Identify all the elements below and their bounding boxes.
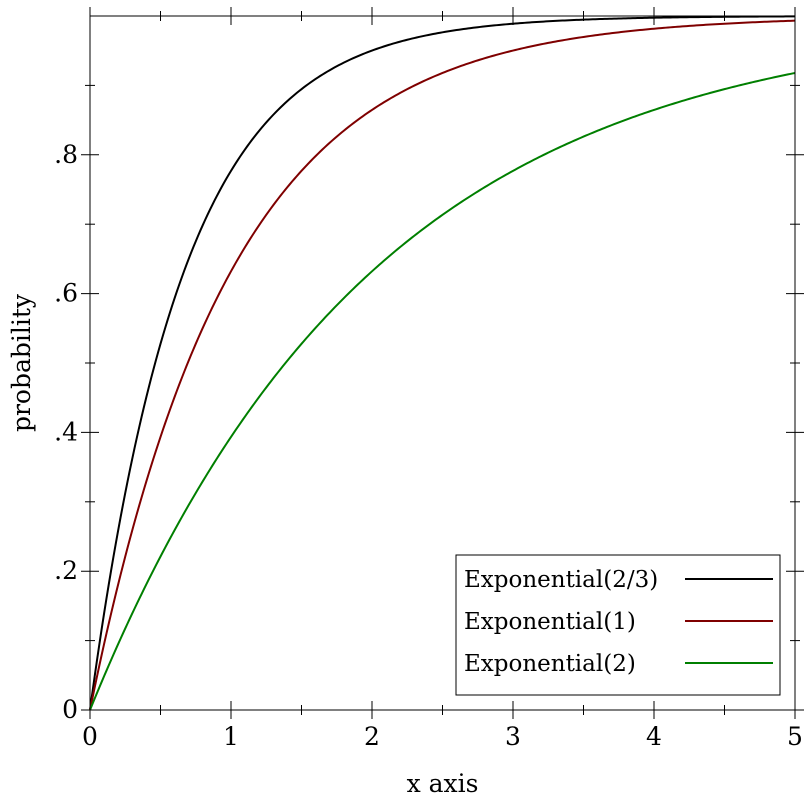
legend-label: Exponential(2/3): [464, 567, 658, 593]
legend: Exponential(2/3) Exponential(1) Exponentia…: [455, 554, 781, 696]
x-tick-label: 1: [223, 722, 239, 751]
y-tick-label: .4: [54, 417, 78, 446]
x-tick-label: 2: [364, 722, 380, 751]
x-tick-label: 3: [505, 722, 521, 751]
legend-label: Exponential(1): [464, 609, 636, 635]
series-line: [89, 19, 796, 711]
x-tick-label: 5: [787, 722, 803, 751]
series-line: [89, 71, 796, 711]
y-axis-title: probability: [7, 293, 36, 432]
x-axis-title: x axis: [407, 769, 479, 798]
series-lines: [89, 15, 796, 711]
x-tick-label: 4: [646, 722, 662, 751]
series-line: [89, 15, 796, 711]
x-tick-label: 0: [82, 722, 98, 751]
y-tick-label: .8: [54, 140, 78, 169]
legend-label: Exponential(2): [464, 651, 636, 677]
plot-frame: [89, 15, 796, 711]
tick-labels: 0 1 2 3 4 5 0 .2 .4 .6 .8: [54, 140, 803, 751]
y-tick-label: 0: [62, 695, 78, 724]
y-tick-label: .2: [54, 556, 78, 585]
y-tick-label: .6: [54, 279, 78, 308]
